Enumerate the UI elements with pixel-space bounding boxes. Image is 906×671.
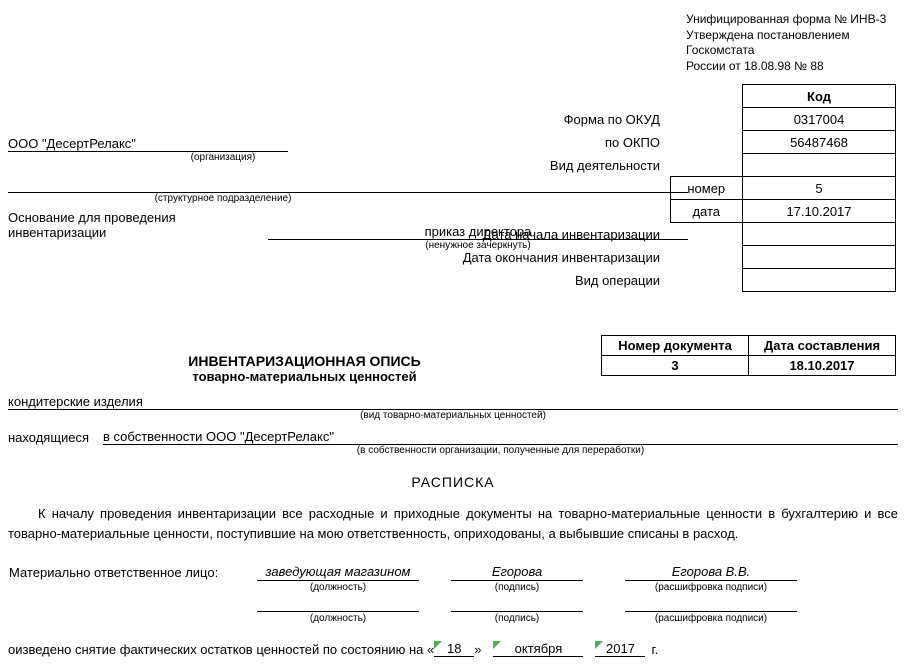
receipt-title: РАСПИСКА (8, 474, 898, 490)
inv-end-label: Дата окончания инвентаризации (64, 246, 670, 269)
location-value: в собственности ООО "ДесертРелакс" (103, 429, 898, 445)
sign-name-2 (625, 594, 797, 612)
location-prefix: находящиеся (8, 430, 103, 445)
activity-label: Вид деятельности (64, 154, 670, 177)
signature-block: Материально ответственное лицо: заведующ… (8, 563, 898, 625)
form-header: Унифицированная форма № ИНВ-3 Утверждена… (686, 12, 898, 74)
op-label: Вид операции (64, 269, 670, 292)
doc-date: 18.10.2017 (749, 356, 896, 376)
doc-date-header: Дата составления (749, 336, 896, 356)
sign-signature-2 (451, 594, 583, 612)
sign-name-sub-2: (расшифровка подписи) (625, 612, 797, 626)
header-line1: Унифицированная форма № ИНВ-3 (686, 12, 898, 28)
activity-value (743, 154, 896, 177)
doc-subtitle: товарно-материальных ценностей (8, 369, 601, 384)
okpo-label: по ОКПО (64, 131, 670, 154)
footer-day: 18 (434, 641, 474, 657)
footer-close: » (474, 642, 481, 657)
doc-title: ИНВЕНТАРИЗАЦИОННАЯ ОПИСЬ (8, 353, 601, 369)
kod-header: Код (743, 85, 896, 108)
header-line3: России от 18.08.98 № 88 (686, 59, 898, 75)
inv-start-value (743, 223, 896, 246)
doc-num-header: Номер документа (602, 336, 749, 356)
sign-signature-sub: (подпись) (451, 581, 583, 595)
sign-position-sub-2: (должность) (257, 612, 419, 626)
date-label: дата (670, 200, 743, 223)
inv-start-label: Дата начала инвентаризации (64, 223, 670, 246)
number-value: 5 (743, 177, 896, 200)
okud-label: Форма по ОКУД (64, 108, 670, 131)
sign-signature-sub-2: (подпись) (451, 612, 583, 626)
date-value: 17.10.2017 (743, 200, 896, 223)
footer-year: 2017 (595, 641, 645, 657)
footer-text: оизведено снятие фактических остатков це… (8, 642, 434, 657)
sign-label: Материально ответственное лицо: (8, 563, 225, 581)
okud-value: 0317004 (743, 108, 896, 131)
sign-name: Егорова В.В. (625, 563, 797, 581)
footer-month: октября (493, 641, 583, 657)
footer-g: г. (651, 642, 658, 657)
op-value (743, 269, 896, 292)
header-line2: Утверждена постановлением Госкомстата (686, 28, 898, 59)
codes-table: Код Форма по ОКУД 0317004 по ОКПО 564874… (64, 84, 896, 292)
inv-end-value (743, 246, 896, 269)
sign-position-sub: (должность) (257, 581, 419, 595)
doc-num: 3 (602, 356, 749, 376)
sign-name-sub: (расшифровка подписи) (625, 581, 797, 595)
tmc-sub: (вид товарно-материальных ценностей) (8, 410, 898, 421)
okpo-value: 56487468 (743, 131, 896, 154)
number-label: номер (670, 177, 743, 200)
sign-position: заведующая магазином (257, 563, 419, 581)
sign-position-2 (257, 594, 419, 612)
location-sub: (в собственности организации, полученные… (8, 445, 898, 456)
tmc-value: кондитерские изделия (8, 394, 898, 410)
receipt-body: К началу проведения инвентаризации все р… (8, 504, 898, 543)
doc-number-table: Номер документа Дата составления 3 18.10… (601, 335, 896, 376)
sign-signature: Егорова (451, 563, 583, 581)
